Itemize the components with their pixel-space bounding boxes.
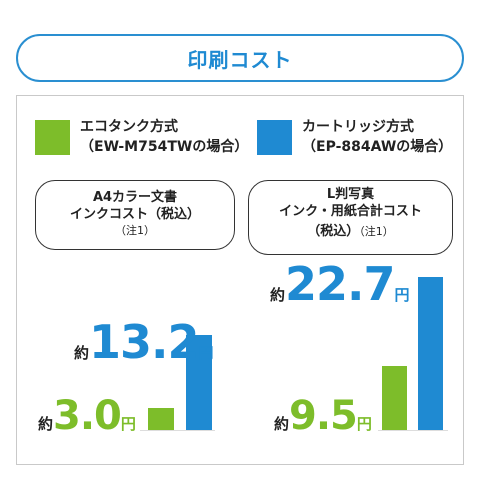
legend-cartridge-line2: （EP-884AWの場合） (302, 139, 453, 155)
chart-panel (16, 95, 464, 465)
chart1-baseline (140, 430, 215, 431)
chart1-bar-cartridge (186, 335, 212, 430)
chart1-cartridge-value: 13.2 (89, 315, 199, 369)
chart2-title-bubble: L判写真 インク・用紙合計コスト （税込）（注1） (248, 180, 453, 255)
legend-ecotank-line2: （EW-M754TWの場合） (80, 139, 249, 155)
chart1-title-line1: A4カラー文書 (92, 190, 178, 205)
legend-swatch-cartridge (257, 120, 292, 155)
chart1-cartridge-prefix: 約 (74, 344, 90, 362)
chart2-bar-cartridge (418, 277, 443, 430)
chart2-value-label-ecotank: 約 9.5 円 (274, 396, 372, 436)
legend-label-cartridge: カートリッジ方式 （EP-884AWの場合） (302, 117, 452, 157)
chart1-ecotank-prefix: 約 (38, 415, 54, 433)
chart1-title-line2: インクコスト（税込） (69, 207, 200, 222)
legend-swatch-ecotank (35, 120, 70, 155)
chart1-value-label-ecotank: 約 3.0 円 (38, 396, 136, 436)
chart2-title-line3-text: （税込） (307, 224, 360, 239)
chart2-cartridge-value: 22.7 (285, 257, 395, 311)
chart1-note: （注1） (115, 224, 155, 237)
chart2-ecotank-unit: 円 (356, 415, 372, 433)
chart2-value-label-cartridge: 約 22.7 円 (270, 261, 410, 307)
chart2-title-line1: L判写真 (326, 187, 375, 202)
chart1-value-label-cartridge: 約 13.2 円 (74, 319, 214, 365)
chart1-ecotank-value: 3.0 (53, 393, 122, 439)
chart1-ecotank-unit: 円 (120, 415, 136, 433)
chart2-baseline (378, 430, 448, 431)
legend-label-ecotank: エコタンク方式 （EW-M754TWの場合） (80, 117, 248, 157)
chart2-title-line3: （税込）（注1） (307, 224, 394, 239)
chart1-title-bubble: A4カラー文書 インクコスト（税込） （注1） (35, 180, 235, 250)
legend-ecotank-line1: エコタンク方式 (80, 119, 178, 135)
chart2-ecotank-value: 9.5 (289, 393, 358, 439)
chart2-note: （注1） (359, 225, 394, 238)
legend-cartridge-line1: カートリッジ方式 (302, 119, 414, 135)
chart2-cartridge-prefix: 約 (270, 286, 286, 304)
chart2-ecotank-prefix: 約 (274, 415, 290, 433)
chart2-cartridge-unit: 円 (394, 286, 410, 304)
chart2-title-line2: インク・用紙合計コスト (279, 204, 422, 219)
page-title: 印刷コスト (16, 34, 464, 82)
chart1-cartridge-unit: 円 (198, 344, 214, 362)
chart2-bar-ecotank (382, 365, 407, 430)
chart1-bar-ecotank (148, 408, 174, 430)
